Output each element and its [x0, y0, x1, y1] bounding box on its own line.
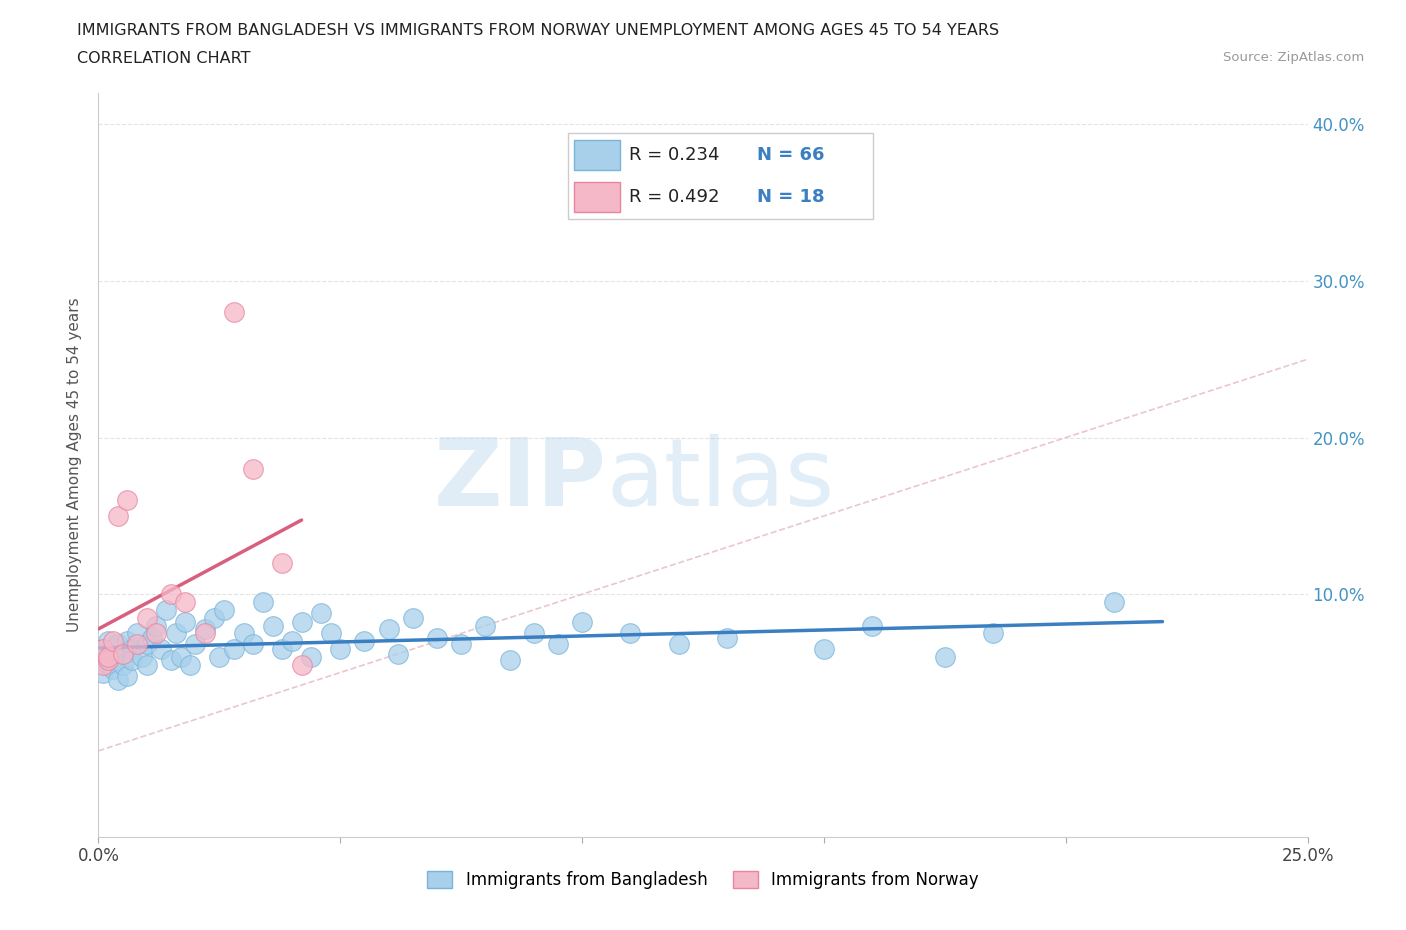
Point: [934, 649, 956, 664]
Point: [117, 633, 139, 648]
Point: [232, 626, 254, 641]
Y-axis label: Unemployment Among Ages 45 to 54 years: Unemployment Among Ages 45 to 54 years: [67, 298, 83, 632]
Point: [145, 626, 167, 641]
Point: [91, 642, 114, 657]
Point: [179, 658, 201, 672]
Point: [262, 618, 284, 633]
Text: Source: ZipAtlas.com: Source: ZipAtlas.com: [1223, 51, 1364, 64]
Point: [91, 665, 114, 680]
Legend: Immigrants from Bangladesh, Immigrants from Norway: Immigrants from Bangladesh, Immigrants f…: [420, 864, 986, 896]
Point: [860, 618, 883, 633]
Point: [523, 626, 546, 641]
Point: [353, 633, 375, 648]
Point: [160, 653, 183, 668]
Point: [97, 649, 120, 664]
Point: [716, 631, 738, 645]
Point: [208, 649, 231, 664]
Point: [101, 662, 124, 677]
Point: [426, 631, 449, 645]
Point: [242, 637, 264, 652]
Point: [127, 626, 149, 641]
Text: CORRELATION CHART: CORRELATION CHART: [77, 51, 250, 66]
Point: [1102, 594, 1125, 609]
Point: [141, 631, 163, 645]
Point: [194, 626, 217, 641]
Point: [155, 603, 177, 618]
Point: [135, 658, 157, 672]
Point: [450, 637, 472, 652]
Point: [319, 626, 342, 641]
Point: [111, 658, 134, 672]
FancyBboxPatch shape: [574, 182, 620, 212]
Text: ZIP: ZIP: [433, 434, 606, 525]
Point: [97, 653, 120, 668]
Point: [135, 610, 157, 625]
Point: [184, 637, 207, 652]
Point: [299, 649, 322, 664]
Point: [271, 642, 294, 657]
Point: [127, 637, 149, 652]
Point: [150, 642, 173, 657]
Point: [121, 642, 143, 657]
Point: [290, 615, 312, 630]
Text: N = 66: N = 66: [758, 146, 825, 164]
Point: [281, 633, 304, 648]
Point: [121, 653, 143, 668]
Point: [290, 658, 312, 672]
Point: [222, 642, 245, 657]
FancyBboxPatch shape: [568, 133, 873, 219]
Point: [169, 649, 191, 664]
Point: [111, 646, 134, 661]
Point: [204, 610, 226, 625]
Point: [107, 509, 129, 524]
Point: [619, 626, 641, 641]
Point: [91, 649, 114, 664]
Point: [498, 653, 520, 668]
Point: [547, 637, 569, 652]
Point: [97, 658, 120, 672]
Point: [165, 626, 187, 641]
Point: [117, 493, 139, 508]
Point: [174, 594, 197, 609]
Text: N = 18: N = 18: [758, 188, 825, 206]
Point: [271, 555, 294, 570]
Point: [387, 646, 409, 661]
Point: [91, 658, 114, 672]
Point: [107, 637, 129, 652]
Point: [117, 669, 139, 684]
Point: [981, 626, 1004, 641]
Point: [242, 461, 264, 476]
Point: [813, 642, 835, 657]
Point: [160, 587, 183, 602]
Point: [571, 615, 593, 630]
Point: [111, 646, 134, 661]
Point: [101, 653, 124, 668]
Point: [101, 633, 124, 648]
Point: [194, 621, 217, 636]
Text: IMMIGRANTS FROM BANGLADESH VS IMMIGRANTS FROM NORWAY UNEMPLOYMENT AMONG AGES 45 : IMMIGRANTS FROM BANGLADESH VS IMMIGRANTS…: [77, 23, 1000, 38]
Text: R = 0.492: R = 0.492: [628, 188, 720, 206]
Point: [474, 618, 496, 633]
Point: [101, 642, 124, 657]
Point: [309, 605, 332, 620]
Point: [668, 637, 690, 652]
Point: [329, 642, 352, 657]
Point: [91, 642, 114, 657]
Point: [212, 603, 235, 618]
Point: [145, 618, 167, 633]
Point: [135, 637, 157, 652]
Point: [222, 305, 245, 320]
Point: [97, 649, 120, 664]
Point: [97, 633, 120, 648]
FancyBboxPatch shape: [574, 140, 620, 170]
Point: [174, 615, 197, 630]
Point: [252, 594, 274, 609]
Text: R = 0.234: R = 0.234: [628, 146, 720, 164]
Point: [107, 673, 129, 688]
Text: atlas: atlas: [606, 434, 835, 525]
Point: [402, 610, 425, 625]
Point: [131, 649, 153, 664]
Point: [377, 621, 399, 636]
